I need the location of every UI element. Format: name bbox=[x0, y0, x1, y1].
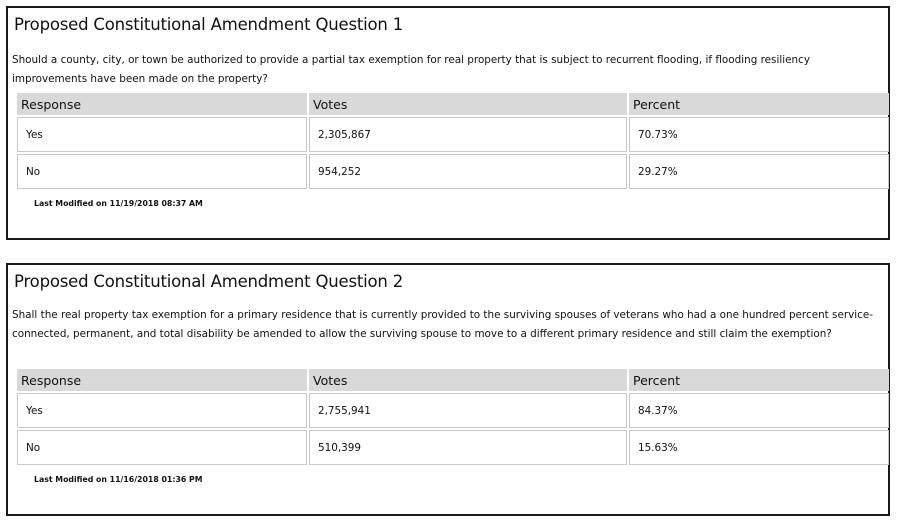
results-table: Response Votes Percent Yes 2,305,867 70.… bbox=[15, 91, 891, 191]
table-row-yes: Yes 2,305,867 70.73% bbox=[17, 117, 889, 152]
table-row-yes: Yes 2,755,941 84.37% bbox=[17, 393, 889, 428]
question-title: Proposed Constitutional Amendment Questi… bbox=[14, 15, 403, 34]
percent-column-header: Percent bbox=[629, 369, 889, 391]
table-row-no: No 954,252 29.27% bbox=[17, 154, 889, 189]
votes-cell: 2,305,867 bbox=[309, 117, 627, 152]
results-table: Response Votes Percent Yes 2,755,941 84.… bbox=[15, 367, 891, 467]
votes-column-header: Votes bbox=[309, 369, 627, 391]
percent-cell: 15.63% bbox=[629, 430, 889, 465]
response-column-header: Response bbox=[17, 93, 307, 115]
percent-cell: 29.27% bbox=[629, 154, 889, 189]
question-text: Shall the real property tax exemption fo… bbox=[12, 309, 874, 340]
last-modified-timestamp: Last Modified on 11/16/2018 01:36 PM bbox=[34, 475, 203, 484]
votes-cell: 2,755,941 bbox=[309, 393, 627, 428]
response-cell: Yes bbox=[17, 117, 307, 152]
table-row-no: No 510,399 15.63% bbox=[17, 430, 889, 465]
votes-cell: 954,252 bbox=[309, 154, 627, 189]
percent-column-header: Percent bbox=[629, 93, 889, 115]
amendment-question-1-panel: Proposed Constitutional Amendment Questi… bbox=[6, 6, 890, 240]
percent-cell: 70.73% bbox=[629, 117, 889, 152]
question-title: Proposed Constitutional Amendment Questi… bbox=[14, 272, 403, 291]
question-text: Should a county, city, or town be author… bbox=[12, 54, 810, 85]
response-cell: No bbox=[17, 154, 307, 189]
table-header-row: Response Votes Percent bbox=[17, 369, 889, 391]
percent-cell: 84.37% bbox=[629, 393, 889, 428]
response-column-header: Response bbox=[17, 369, 307, 391]
votes-cell: 510,399 bbox=[309, 430, 627, 465]
amendment-question-2-panel: Proposed Constitutional Amendment Questi… bbox=[6, 263, 890, 516]
votes-column-header: Votes bbox=[309, 93, 627, 115]
response-cell: No bbox=[17, 430, 307, 465]
response-cell: Yes bbox=[17, 393, 307, 428]
last-modified-timestamp: Last Modified on 11/19/2018 08:37 AM bbox=[34, 199, 203, 208]
table-header-row: Response Votes Percent bbox=[17, 93, 889, 115]
